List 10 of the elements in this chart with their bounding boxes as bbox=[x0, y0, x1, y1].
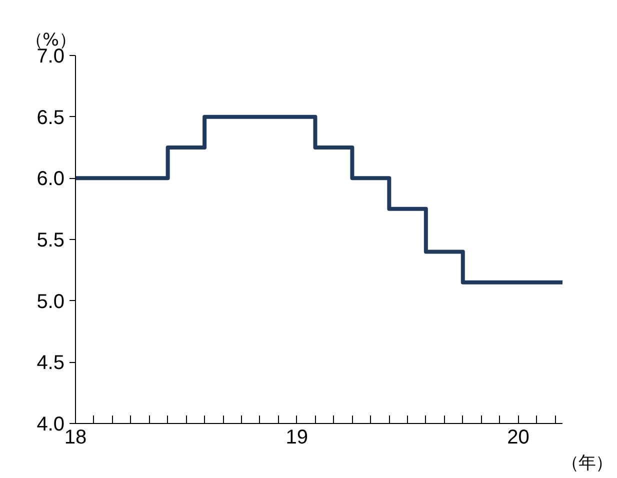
x-tick-label: 19 bbox=[286, 426, 308, 448]
x-tick-label: 18 bbox=[64, 426, 87, 448]
y-tick-label: 4.5 bbox=[36, 352, 65, 374]
y-tick-label: 5.0 bbox=[36, 290, 65, 313]
y-tick-label: 6.5 bbox=[36, 106, 65, 129]
y-tick-label: 6.0 bbox=[36, 168, 65, 190]
y-tick-label: 4.0 bbox=[36, 414, 65, 436]
x-axis-title: （年） bbox=[562, 454, 612, 474]
y-tick-label: 5.5 bbox=[36, 230, 65, 252]
x-tick-label: 20 bbox=[507, 426, 530, 448]
